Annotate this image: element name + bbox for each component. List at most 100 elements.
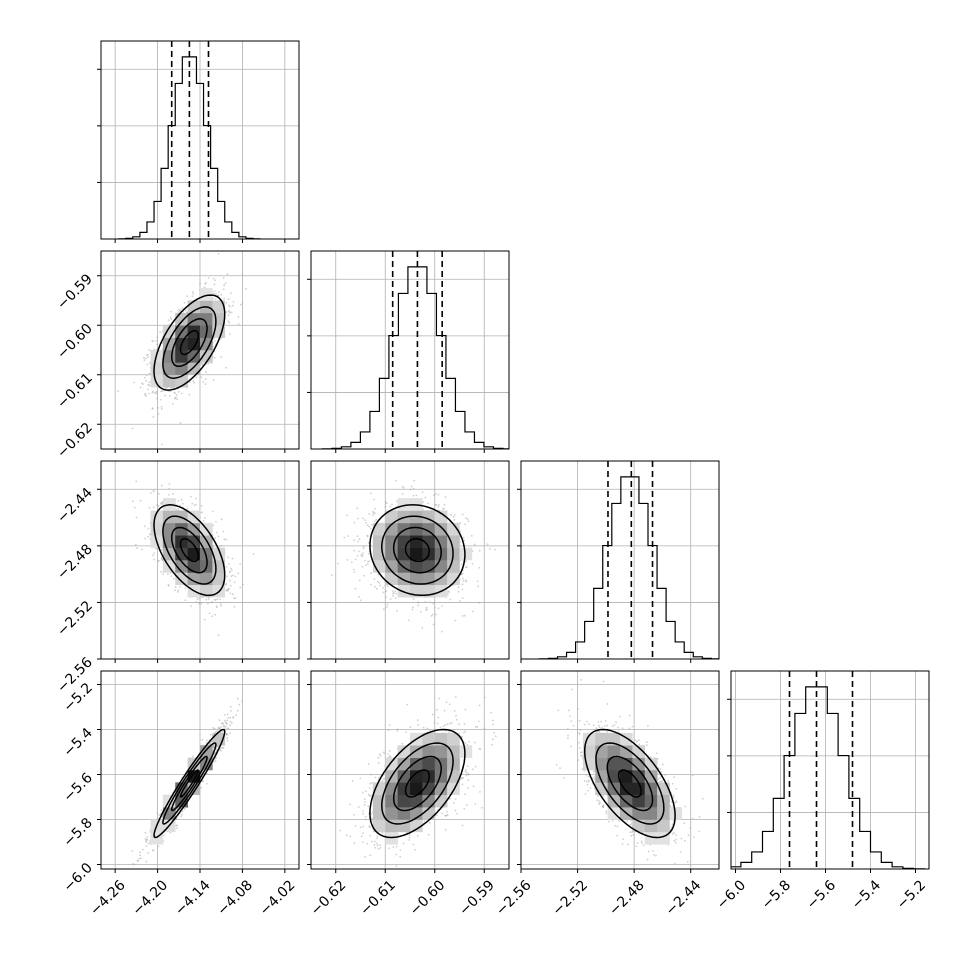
scatter-point [170,318,172,320]
scatter-point [215,531,218,534]
scatter-point [214,298,217,300]
scatter-point [365,522,368,524]
density-cell [422,535,436,548]
scatter-point [476,580,479,583]
scatter-point [153,391,156,394]
scatter-point [212,726,215,729]
scatter-point [191,291,194,293]
scatter-point [168,487,171,490]
scatter-point [227,320,230,323]
scatter-point [222,277,225,279]
scatter-point [177,507,179,510]
density-cell [385,572,398,586]
scatter-point [180,392,183,395]
scatter-point [421,626,424,629]
scatter-point [412,494,415,497]
scatter-point [150,492,152,494]
scatter-point [160,390,162,393]
scatter-point [478,566,481,569]
scatter-point [330,574,333,577]
density-cell [447,572,460,586]
scatter-point [223,284,225,287]
scatter-point [373,498,375,501]
scatter-point [431,613,434,616]
scatter-point [382,587,384,589]
scatter-point [466,518,469,520]
density-cell [162,362,176,376]
scatter-point [245,287,247,290]
scatter-point [225,301,228,304]
scatter-point [220,604,223,607]
scatter-point [432,602,435,605]
scatter-point [382,608,385,610]
scatter-point [358,550,360,553]
scatter-point [131,427,134,430]
density-cell [200,337,213,351]
scatter-point [151,408,154,410]
scatter-point [373,577,376,580]
scatter-point [389,598,392,600]
scatter-point [231,593,234,596]
panel-frame [520,460,720,660]
scatter-point [377,580,379,583]
scatter-point [227,314,230,317]
scatter-point [434,504,437,506]
scatter-point [161,558,163,561]
scatter-point [184,309,187,312]
scatter-point [157,560,160,563]
scatter-point [233,581,236,584]
y-tick-label: −0.59 [54,271,96,313]
scatter-point [211,510,214,513]
scatter-point [463,539,465,542]
scatter-point [184,599,187,602]
scatter-point [369,583,372,586]
scatter-point [215,520,217,523]
scatter-point [452,515,455,518]
scatter-point [242,583,244,586]
scatter-point [193,381,196,384]
scatter-point [177,390,180,393]
scatter-point [360,553,363,556]
scatter-point [227,304,230,307]
scatter-point [252,553,255,555]
scatter-point [200,602,203,605]
scatter-point [372,510,375,513]
scatter-point [217,634,220,637]
scatter-point [167,573,169,576]
scatter-point [234,597,237,600]
scatter-point [162,573,164,575]
scatter-point [230,292,232,295]
scatter-point [401,485,404,488]
scatter-point [152,489,155,491]
scatter-point [184,587,187,590]
scatter-point [478,549,481,552]
scatter-point [222,288,225,291]
scatter-point [353,549,356,552]
scatter-point [220,293,223,296]
scatter-point [161,503,164,506]
scatter-point [157,406,160,409]
scatter-point [213,337,215,340]
scatter-point [396,500,398,503]
scatter-point [478,601,481,604]
scatter-point [352,568,355,571]
scatter-point [373,512,376,515]
scatter-point [206,603,209,605]
pair-panel-content [131,697,243,866]
density-cell [447,522,460,536]
density-cell [434,510,448,524]
scatter-point [230,311,233,314]
density-cell [187,362,201,376]
panel-frame [310,460,510,660]
scatter-point [195,503,197,506]
scatter-point [216,606,218,609]
scatter-point [216,598,219,601]
scatter-point [457,590,460,593]
scatter-point [461,583,464,586]
scatter-point [146,363,149,366]
scatter-point [233,605,236,608]
scatter-point [170,386,172,389]
scatter-point [135,480,138,483]
scatter-point [385,606,388,608]
